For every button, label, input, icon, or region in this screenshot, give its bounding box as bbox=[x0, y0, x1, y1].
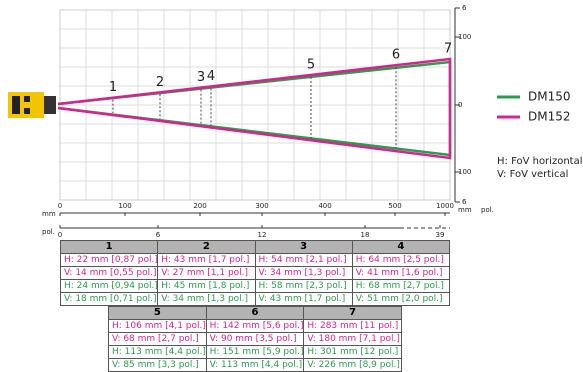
cell: V: 226 mm [8,9 pol.] bbox=[303, 358, 402, 372]
markers: 1 2 3 4 5 6 7 bbox=[109, 42, 452, 150]
legend-label: DM152 bbox=[528, 110, 571, 124]
cell: V: 34 mm [1,3 pol.] bbox=[254, 266, 353, 280]
axis-unit: mm bbox=[42, 210, 56, 218]
tick-label: 100 bbox=[118, 202, 131, 210]
marker-label: 5 bbox=[307, 57, 315, 72]
marker-label: 1 bbox=[109, 80, 117, 95]
right-scale: 6 100 0 100 6 bbox=[455, 4, 471, 206]
column-header: 5 bbox=[108, 306, 207, 320]
cell: V: 51 mm [2,0 pol.] bbox=[351, 292, 451, 306]
marker-label: 4 bbox=[207, 69, 215, 84]
cell: H: 142 mm [5,6 pol.] bbox=[205, 319, 305, 333]
cell: H: 301 mm [12 pol.] bbox=[303, 345, 402, 359]
cell: V: 43 mm [1,7 pol.] bbox=[254, 292, 353, 306]
column-header: 4 bbox=[351, 240, 451, 254]
cell: H: 58 mm [2,3 pol.] bbox=[254, 279, 353, 293]
fov-dm150 bbox=[57, 60, 452, 157]
scale-label: 100 bbox=[458, 33, 471, 41]
cell: H: 54 mm [2,1 pol.] bbox=[254, 253, 353, 267]
marker-label: 7 bbox=[444, 42, 452, 57]
cell: H: 68 mm [2,7 pol.] bbox=[351, 279, 451, 293]
scale-label: 100 bbox=[458, 168, 471, 176]
tick-label: 200 bbox=[193, 202, 206, 210]
tick-label: 18 bbox=[361, 231, 370, 239]
column-header: 3 bbox=[254, 240, 353, 254]
cell: V: 27 mm [1,1 pol.] bbox=[157, 266, 256, 280]
cell: V: 34 mm [1,3 pol.] bbox=[157, 292, 256, 306]
grid bbox=[59, 9, 451, 201]
cell: V: 85 mm [3,3 pol.] bbox=[108, 358, 207, 372]
column-header: 2 bbox=[157, 240, 256, 254]
axis-unit: pol. bbox=[481, 206, 494, 214]
cell: V: 90 mm [3,5 pol.] bbox=[205, 332, 305, 346]
tick-label: 39 bbox=[436, 231, 445, 239]
legend-note: V: FoV vertical bbox=[497, 169, 568, 180]
cell: V: 113 mm [4,4 pol.] bbox=[205, 358, 305, 372]
cell: H: 283 mm [11 pol.] bbox=[303, 319, 402, 333]
legend-label: DM150 bbox=[528, 90, 571, 104]
fov-dm152 bbox=[57, 57, 452, 160]
tick-label: 500 bbox=[388, 202, 401, 210]
cell: V: 180 mm [7,1 pol.] bbox=[303, 332, 402, 346]
marker-label: 2 bbox=[156, 75, 164, 90]
tick-label: 6 bbox=[156, 231, 161, 239]
scale-label: 0 bbox=[458, 101, 462, 109]
axis-ticks: 0 100 200 300 400 500 1000 0 6 12 18 39 bbox=[58, 202, 454, 239]
tick-label: 0 bbox=[58, 231, 62, 239]
cell: V: 41 mm [1,6 pol.] bbox=[351, 266, 451, 280]
marker-label: 6 bbox=[392, 48, 400, 63]
camera-icon bbox=[8, 92, 56, 118]
scale-label: 6 bbox=[462, 198, 467, 206]
legend-note: H: FoV horizontal bbox=[497, 156, 582, 167]
axis-unit: mm bbox=[458, 206, 472, 214]
fov-table: 5 6 7 H: 106 mm [4,1 pol.] H: 142 mm [5,6 po… bbox=[108, 306, 402, 372]
cell: V: 68 mm [2,7 pol.] bbox=[108, 332, 207, 346]
axis-unit: pol. bbox=[42, 228, 55, 236]
column-header: 6 bbox=[205, 306, 305, 320]
cell: H: 22 mm [0,87 pol.] bbox=[59, 253, 159, 267]
fov-table: 1 2 3 4 H: 22 mm [0,87 pol.] H: 43 mm [1,7 po… bbox=[59, 240, 451, 306]
cell: V: 18 mm [0,71 pol.] bbox=[59, 292, 159, 306]
cell: H: 64 mm [2,5 pol.] bbox=[351, 253, 451, 267]
tick-label: 1000 bbox=[436, 202, 454, 210]
tick-label: 400 bbox=[318, 202, 331, 210]
tick-label: 12 bbox=[258, 231, 267, 239]
cell: H: 45 mm [1,8 pol.] bbox=[157, 279, 256, 293]
column-header: 7 bbox=[303, 306, 402, 320]
cell: H: 113 mm [4,4 pol.] bbox=[108, 345, 207, 359]
cell: H: 151 mm [5,9 pol.] bbox=[205, 345, 305, 359]
scale-label: 6 bbox=[462, 4, 467, 12]
column-header: 1 bbox=[59, 240, 159, 254]
cell: H: 24 mm [0,94 pol.] bbox=[59, 279, 159, 293]
cell: H: 106 mm [4,1 pol.] bbox=[108, 319, 207, 333]
cell: H: 43 mm [1,7 pol.] bbox=[157, 253, 256, 267]
marker-label: 3 bbox=[197, 70, 205, 85]
tick-label: 300 bbox=[255, 202, 268, 210]
tick-label: 0 bbox=[58, 202, 62, 210]
cell: V: 14 mm [0,55 pol.] bbox=[59, 266, 159, 280]
